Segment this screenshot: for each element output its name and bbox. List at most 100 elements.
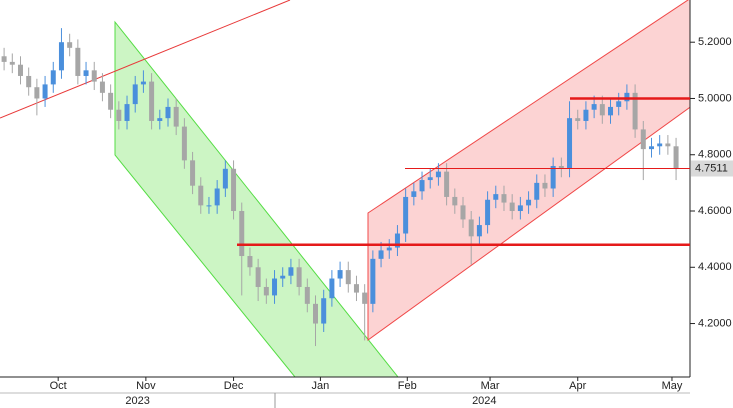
candle-body xyxy=(640,129,646,150)
candle-body xyxy=(321,298,327,324)
x-tick-label: Oct xyxy=(50,380,67,392)
candle-body xyxy=(58,42,64,71)
candle-body xyxy=(26,75,32,88)
candle-body xyxy=(17,64,23,76)
x-tick-label: Jan xyxy=(312,380,330,392)
candle-body xyxy=(247,256,253,268)
candle-body xyxy=(67,42,73,48)
x-tick-label: Apr xyxy=(569,380,586,392)
candle-body xyxy=(616,101,622,107)
candle-body xyxy=(452,196,458,206)
candle-body xyxy=(362,292,368,304)
candle-body xyxy=(648,146,654,150)
candle-body xyxy=(526,199,532,206)
candle-body xyxy=(288,267,294,276)
candle-body xyxy=(239,211,245,257)
candle-body xyxy=(599,104,605,116)
last-price-label: 4.7511 xyxy=(695,162,728,174)
candle-body xyxy=(575,118,581,121)
candle-body xyxy=(198,185,204,206)
candle-body xyxy=(165,106,171,119)
candle-body xyxy=(329,278,335,299)
candle-body xyxy=(542,182,548,189)
candle-body xyxy=(9,61,15,65)
last-price-box xyxy=(691,160,733,177)
candle-body xyxy=(255,267,261,287)
candle-body xyxy=(435,171,441,178)
candle-body xyxy=(83,70,89,76)
candle-body xyxy=(50,70,56,85)
trend-line xyxy=(0,0,291,119)
y-tick-label: 5.0000 xyxy=(698,92,732,104)
candle-body xyxy=(558,165,564,169)
candle-body xyxy=(296,267,302,287)
candle-body xyxy=(444,171,450,197)
candle-body xyxy=(34,87,40,99)
y-tick-label: 4.6000 xyxy=(698,205,732,217)
year-label: 2023 xyxy=(125,395,149,407)
candle-body xyxy=(624,92,630,102)
candle-body xyxy=(657,143,663,147)
candle-body xyxy=(370,258,376,304)
candle-body xyxy=(476,225,482,237)
candle-body xyxy=(427,177,433,181)
candle-body xyxy=(173,106,179,127)
candle-body xyxy=(632,92,638,130)
drawings xyxy=(0,0,690,377)
x-tick-label: Feb xyxy=(398,380,417,392)
candle-body xyxy=(468,219,474,237)
candle-body xyxy=(42,84,48,99)
candle-body xyxy=(206,205,212,207)
candle-body xyxy=(304,286,310,304)
candle-body xyxy=(222,168,228,189)
candle-body xyxy=(181,126,187,161)
x-tick-label: May xyxy=(662,380,683,392)
candle-body xyxy=(91,70,97,82)
candle-body xyxy=(509,202,515,212)
candle-body xyxy=(263,286,269,296)
candle-body xyxy=(394,233,400,248)
candle-body xyxy=(1,56,7,62)
candle-body xyxy=(378,250,384,259)
candle-body xyxy=(403,196,409,234)
candle-body xyxy=(345,270,351,285)
candle-body xyxy=(665,143,671,147)
candle-body xyxy=(337,270,343,279)
candle-body xyxy=(231,168,237,212)
candle-body xyxy=(493,194,499,200)
candle-body xyxy=(190,160,196,186)
candle-body xyxy=(108,92,114,110)
y-tick-label: 5.2000 xyxy=(698,36,732,48)
candle-body xyxy=(272,278,278,296)
candle-body xyxy=(591,104,597,110)
marks xyxy=(1,28,679,347)
candle-body xyxy=(214,188,220,206)
candle-body xyxy=(124,104,130,121)
candle-body xyxy=(312,303,318,324)
green-channel xyxy=(114,20,399,377)
candle-body xyxy=(534,182,540,200)
candle-body xyxy=(140,81,146,85)
year-label: 2024 xyxy=(472,395,496,407)
candle-body xyxy=(132,84,138,105)
x-tick-label: Nov xyxy=(136,380,156,392)
y-tick-label: 4.8000 xyxy=(698,149,732,161)
candle-body xyxy=(386,247,392,251)
candle-body xyxy=(583,109,589,121)
candle-body xyxy=(485,199,491,226)
y-tick-label: 4.4000 xyxy=(698,261,732,273)
candle-body xyxy=(157,118,163,121)
candle-body xyxy=(673,146,679,169)
candle-body xyxy=(149,81,155,121)
candle-body xyxy=(608,106,614,116)
candle-body xyxy=(353,284,359,293)
candle-body xyxy=(567,118,573,169)
candle-body xyxy=(280,275,286,279)
y-tick-label: 4.2000 xyxy=(698,317,732,329)
candle-body xyxy=(501,194,507,203)
red-channel xyxy=(367,0,690,341)
candle-body xyxy=(75,47,81,76)
candle-body xyxy=(411,191,417,197)
candle-body xyxy=(116,109,122,121)
